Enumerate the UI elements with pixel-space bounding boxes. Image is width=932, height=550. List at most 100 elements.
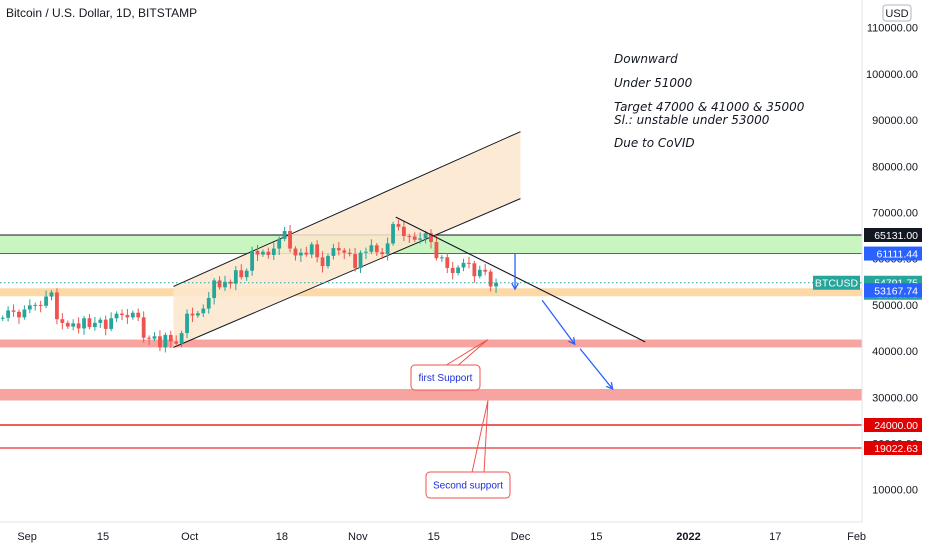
candle <box>445 253 450 274</box>
y-tick-label: 110000.00 <box>867 23 918 35</box>
candle <box>92 316 97 331</box>
candle <box>364 247 368 260</box>
candle <box>158 330 162 352</box>
candle <box>309 242 314 259</box>
candle <box>450 261 455 280</box>
analysis-notes: Downward Under 51000 Target 47000 & 41000 … <box>614 52 805 150</box>
channel-lower-line <box>173 198 521 348</box>
tag-65131-label: 65131.00 <box>874 230 918 242</box>
candle <box>467 256 471 269</box>
candle <box>488 269 493 292</box>
candle <box>423 230 428 244</box>
x-tick-label: 15 <box>590 531 602 543</box>
candle <box>71 319 76 331</box>
note-line: Target 47000 & 41000 & 35000 <box>614 100 805 114</box>
tag-53167-label: 53167.74 <box>874 285 918 297</box>
note-line: Under 51000 <box>614 76 693 90</box>
tag-24000-label: 24000.00 <box>874 420 918 432</box>
channel-fill <box>173 131 521 348</box>
candle <box>49 290 54 301</box>
x-tick-label: Dec <box>511 531 531 543</box>
candle <box>434 236 439 261</box>
channel-upper-line <box>173 131 521 287</box>
tag-61111-label: 61111.44 <box>877 249 919 261</box>
chart-title: Bitcoin / U.S. Dollar, 1D, BITSTAMP <box>6 6 197 20</box>
x-tick-label: 15 <box>97 531 109 543</box>
y-tick-label: 40000.00 <box>872 346 918 358</box>
projection-arrow-1 <box>541 299 576 346</box>
second-support-callout-label: Second support <box>433 481 503 492</box>
y-tick-label: 90000.00 <box>872 115 918 127</box>
candle <box>494 278 498 293</box>
x-tick-label: 2022 <box>676 531 700 543</box>
candle <box>27 299 32 314</box>
x-tick-label: Nov <box>348 531 368 543</box>
candle <box>244 268 249 281</box>
x-tick-label: 18 <box>276 531 288 543</box>
candle <box>255 244 260 261</box>
candle <box>44 290 48 309</box>
note-line: Sl.: unstable under 53000 <box>614 113 770 127</box>
candle <box>293 246 298 261</box>
candle <box>6 306 11 322</box>
note-line: Downward <box>614 52 678 66</box>
candle <box>195 310 200 318</box>
y-tick-label: 30000.00 <box>872 392 918 404</box>
x-tick-label: Sep <box>17 531 37 543</box>
candle <box>163 332 168 353</box>
candle <box>217 276 222 290</box>
x-tick-label: 15 <box>428 531 440 543</box>
tag-53167: 53167.74 <box>864 283 922 298</box>
candles-layer <box>0 219 498 353</box>
candle <box>179 330 184 348</box>
first-support-callout: first Support <box>410 339 489 391</box>
candle <box>418 232 423 244</box>
target-arrow <box>511 253 519 291</box>
candle <box>282 226 287 242</box>
candle <box>22 305 27 320</box>
candle <box>277 236 282 255</box>
candle <box>369 239 374 255</box>
candle <box>82 315 86 335</box>
tag-24000: 24000.00 <box>864 417 922 432</box>
support-band-2 <box>0 388 862 401</box>
candle <box>233 266 238 291</box>
candle <box>11 304 16 317</box>
candle <box>477 265 482 279</box>
candle <box>250 246 254 276</box>
candle <box>109 312 114 332</box>
candle <box>190 307 195 322</box>
candle <box>396 219 401 231</box>
candle <box>55 288 59 325</box>
tag-19022: 19022.63 <box>864 440 922 455</box>
candle <box>98 317 103 328</box>
candle <box>174 335 179 346</box>
x-tick-label: Feb <box>847 531 866 543</box>
candle <box>228 279 233 289</box>
candle <box>185 309 189 339</box>
candle <box>271 242 276 261</box>
currency-button[interactable]: USD <box>882 4 912 22</box>
y-tick-label: 70000.00 <box>872 207 918 219</box>
candle <box>17 309 21 324</box>
x-tick-label: Oct <box>181 531 198 543</box>
callouts-layer: first Support Second support <box>410 339 511 499</box>
candle <box>401 220 406 242</box>
x-axis: Sep 15 Oct 18 Nov 15 Dec 15 2022 17 Feb <box>17 531 866 543</box>
projection-arrows <box>511 253 614 391</box>
candle <box>342 248 347 260</box>
ascending-channel <box>173 131 521 348</box>
candle <box>206 291 211 314</box>
candle <box>147 335 151 346</box>
candle <box>120 309 124 321</box>
tag-65131: 65131.00 <box>864 227 922 242</box>
candle <box>261 249 265 257</box>
candle <box>331 243 336 260</box>
candle <box>298 248 303 262</box>
candle <box>391 221 395 246</box>
candle <box>374 242 379 256</box>
candle <box>65 320 70 329</box>
candle <box>136 308 141 322</box>
candle <box>76 317 81 334</box>
